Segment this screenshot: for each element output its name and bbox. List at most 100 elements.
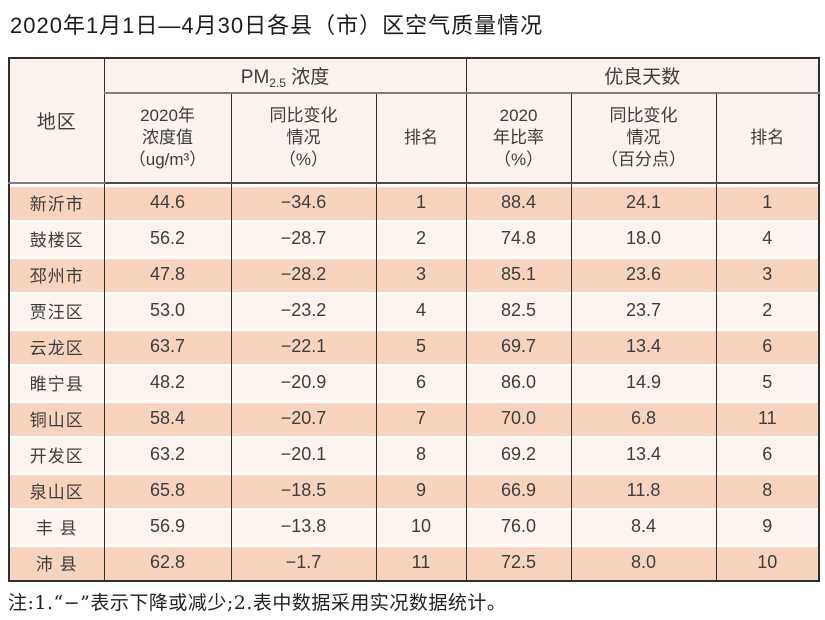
- table-row: 新沂市 44.6 −34.6 1 88.4 24.1 1: [8, 183, 820, 220]
- good-rank-cell: 11: [715, 400, 820, 436]
- good-change-cell: 8.0: [570, 544, 717, 581]
- air-quality-table: 地区 PM2.5 浓度 优良天数 2020年 浓度值 （ug/m³） 同比变化 …: [8, 57, 821, 582]
- region-cell: 泉山区: [8, 472, 105, 508]
- pm-rank-cell: 9: [375, 472, 467, 508]
- pm-value-cell: 63.2: [103, 436, 232, 472]
- pm-change-cell: −34.6: [230, 183, 377, 220]
- pm-change-cell: −20.7: [230, 400, 377, 436]
- footnote: 注:1.“−”表示下降或减少;2.表中数据采用实况数据统计。: [8, 592, 507, 614]
- good-change-header: 同比变化 情况 （百分点）: [570, 93, 717, 184]
- good-rate-cell: 72.5: [465, 544, 572, 581]
- good-change-cell: 11.8: [570, 472, 717, 508]
- good-change-cell: 8.4: [570, 508, 717, 544]
- pm-rank-cell: 5: [375, 328, 467, 364]
- pm25-label-subscript: 2.5: [269, 75, 286, 90]
- table-row: 丰 县 56.9 −13.8 10 76.0 8.4 9: [8, 508, 820, 544]
- pm-value-header: 2020年 浓度值 （ug/m³）: [103, 93, 232, 184]
- pm-value-cell: 56.9: [103, 508, 232, 544]
- good-rate-cell: 70.0: [465, 400, 572, 436]
- good-rank-cell: 6: [715, 328, 820, 364]
- good-rank-cell: 3: [715, 256, 820, 292]
- page-title: 2020年1月1日—4月30日各县（市）区空气质量情况: [10, 13, 544, 38]
- pm-change-cell: −13.8: [230, 508, 377, 544]
- region-cell: 新沂市: [8, 183, 105, 220]
- good-change-cell: 14.9: [570, 364, 717, 400]
- pm-change-cell: −20.1: [230, 436, 377, 472]
- region-cell: 沛 县: [8, 544, 105, 581]
- table-body: 新沂市 44.6 −34.6 1 88.4 24.1 1 鼓楼区 56.2 −2…: [8, 183, 820, 581]
- pm-change-header: 同比变化 情况 （%）: [230, 93, 377, 184]
- good-rank-cell: 10: [715, 544, 820, 581]
- pm-rank-cell: 8: [375, 436, 467, 472]
- good-change-cell: 13.4: [570, 436, 717, 472]
- pm-value-cell: 44.6: [103, 183, 232, 220]
- good-rank-cell: 1: [715, 183, 820, 220]
- good-rate-cell: 69.7: [465, 328, 572, 364]
- table-row: 鼓楼区 56.2 −28.7 2 74.8 18.0 4: [8, 220, 820, 256]
- pm-rank-cell: 6: [375, 364, 467, 400]
- good-rank-cell: 6: [715, 436, 820, 472]
- good-rate-cell: 66.9: [465, 472, 572, 508]
- region-cell: 鼓楼区: [8, 220, 105, 256]
- good-rank-cell: 4: [715, 220, 820, 256]
- pm-value-cell: 48.2: [103, 364, 232, 400]
- region-cell: 铜山区: [8, 400, 105, 436]
- region-cell: 开发区: [8, 436, 105, 472]
- pm-change-cell: −23.2: [230, 292, 377, 328]
- table-row: 泉山区 65.8 −18.5 9 66.9 11.8 8: [8, 472, 820, 508]
- good-rate-header: 2020 年比率 （%）: [465, 93, 572, 184]
- pm-change-cell: −28.2: [230, 256, 377, 292]
- good-change-cell: 13.4: [570, 328, 717, 364]
- pm-value-cell: 53.0: [103, 292, 232, 328]
- pm25-label-prefix: PM: [240, 66, 270, 88]
- group-header-row: 地区 PM2.5 浓度 优良天数: [8, 58, 820, 184]
- pm-rank-cell: 10: [375, 508, 467, 544]
- region-cell: 邳州市: [8, 256, 105, 292]
- region-cell: 丰 县: [8, 508, 105, 544]
- pm-value-cell: 47.8: [103, 256, 232, 292]
- table-row: 睢宁县 48.2 −20.9 6 86.0 14.9 5: [8, 364, 820, 400]
- region-cell: 睢宁县: [8, 364, 105, 400]
- good-rank-cell: 2: [715, 292, 820, 328]
- good-rate-cell: 76.0: [465, 508, 572, 544]
- good-rate-cell: 69.2: [465, 436, 572, 472]
- good-rank-header: 排名: [715, 93, 820, 184]
- pm-rank-cell: 7: [375, 400, 467, 436]
- region-cell: 云龙区: [8, 328, 105, 364]
- region-column-header: 地区: [8, 58, 105, 184]
- table-row: 贾汪区 53.0 −23.2 4 82.5 23.7 2: [8, 292, 820, 328]
- pm-rank-cell: 2: [375, 220, 467, 256]
- pm-rank-cell: 1: [375, 183, 467, 220]
- table-row: 开发区 63.2 −20.1 8 69.2 13.4 6: [8, 436, 820, 472]
- good-change-cell: 23.6: [570, 256, 717, 292]
- pm-rank-cell: 11: [375, 544, 467, 581]
- table-row: 邳州市 47.8 −28.2 3 85.1 23.6 3: [8, 256, 820, 292]
- pm-change-cell: −22.1: [230, 328, 377, 364]
- good-change-cell: 24.1: [570, 183, 717, 220]
- good-change-cell: 23.7: [570, 292, 717, 328]
- good-days-group-header: 优良天数: [465, 58, 820, 94]
- good-rate-cell: 88.4: [465, 183, 572, 220]
- good-change-cell: 6.8: [570, 400, 717, 436]
- good-rank-cell: 5: [715, 364, 820, 400]
- pm-value-cell: 63.7: [103, 328, 232, 364]
- pm-change-cell: −28.7: [230, 220, 377, 256]
- good-change-cell: 18.0: [570, 220, 717, 256]
- pm-value-cell: 58.4: [103, 400, 232, 436]
- good-rate-cell: 82.5: [465, 292, 572, 328]
- pm-rank-cell: 4: [375, 292, 467, 328]
- region-cell: 贾汪区: [8, 292, 105, 328]
- table-row: 云龙区 63.7 −22.1 5 69.7 13.4 6: [8, 328, 820, 364]
- table-row: 铜山区 58.4 −20.7 7 70.0 6.8 11: [8, 400, 820, 436]
- good-rank-cell: 8: [715, 472, 820, 508]
- sub-header-row: 2020年 浓度值 （ug/m³） 同比变化 情况 （%） 排名 2020 年比…: [9, 93, 820, 184]
- pm-rank-cell: 3: [375, 256, 467, 292]
- pm-change-cell: −18.5: [230, 472, 377, 508]
- good-rate-cell: 74.8: [465, 220, 572, 256]
- pm25-label-suffix: 浓度: [285, 66, 330, 88]
- good-rate-cell: 85.1: [465, 256, 572, 292]
- pm-change-cell: −1.7: [230, 544, 377, 581]
- pm25-group-header: PM2.5 浓度: [103, 58, 467, 94]
- pm-value-cell: 65.8: [103, 472, 232, 508]
